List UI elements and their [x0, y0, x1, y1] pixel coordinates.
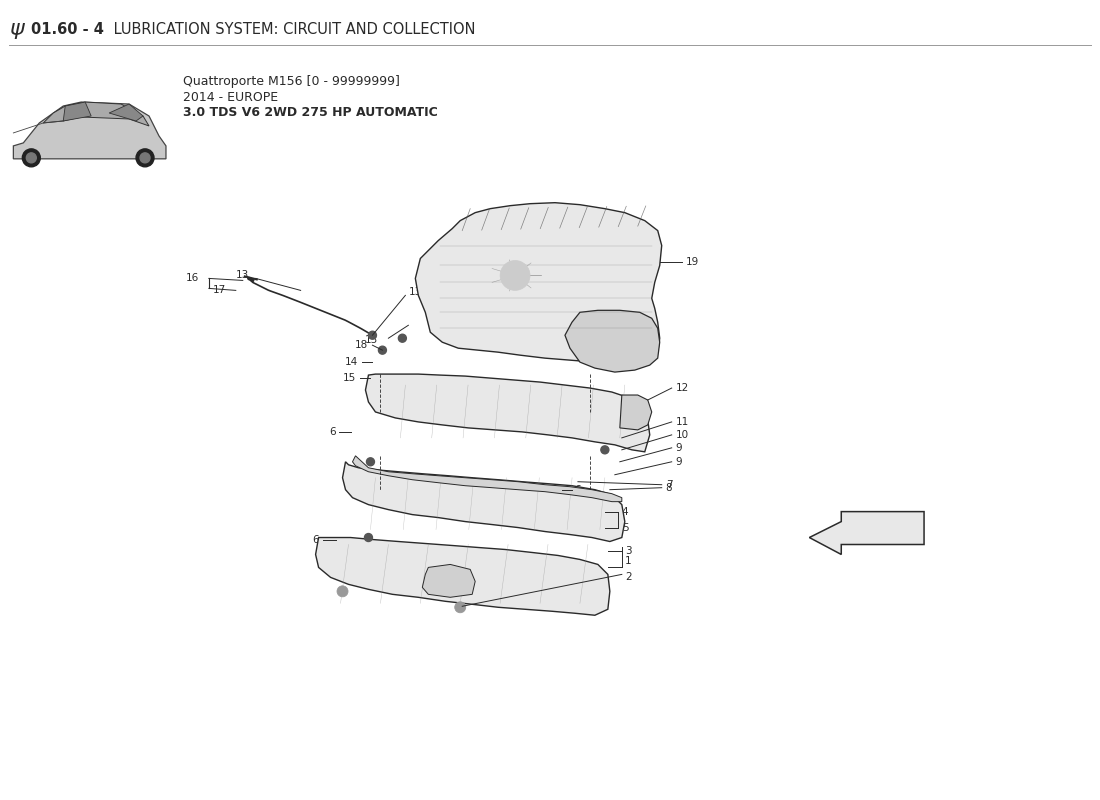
Polygon shape [422, 565, 475, 598]
Circle shape [26, 153, 36, 163]
Text: 14: 14 [345, 357, 359, 367]
Text: 10: 10 [675, 430, 689, 440]
Text: 6: 6 [329, 427, 336, 437]
Text: 12: 12 [675, 383, 689, 393]
Text: 4: 4 [621, 506, 628, 517]
Polygon shape [63, 102, 91, 121]
Text: 13: 13 [408, 287, 421, 298]
Circle shape [366, 458, 374, 466]
Text: 3: 3 [625, 546, 631, 557]
Text: 16: 16 [186, 274, 199, 283]
Circle shape [368, 331, 376, 339]
Text: 1: 1 [625, 557, 631, 566]
Text: 15: 15 [343, 373, 356, 383]
Text: 7: 7 [666, 480, 672, 490]
Text: 01.60 - 4: 01.60 - 4 [31, 22, 104, 37]
Circle shape [500, 261, 530, 290]
Text: 5: 5 [621, 522, 628, 533]
Text: 2: 2 [625, 572, 631, 582]
Circle shape [398, 334, 406, 342]
Text: 19: 19 [685, 258, 698, 267]
Polygon shape [13, 102, 166, 159]
Circle shape [601, 446, 609, 454]
Text: 9: 9 [675, 457, 682, 466]
Polygon shape [565, 310, 660, 372]
Polygon shape [109, 104, 143, 121]
Text: LUBRICATION SYSTEM: CIRCUIT AND COLLECTION: LUBRICATION SYSTEM: CIRCUIT AND COLLECTI… [109, 22, 475, 37]
Polygon shape [352, 456, 622, 502]
Text: 11: 11 [675, 417, 689, 427]
Polygon shape [316, 538, 609, 615]
Circle shape [22, 149, 41, 167]
Text: Quattroporte M156 [0 - 99999999]: Quattroporte M156 [0 - 99999999] [183, 74, 399, 88]
Text: 13: 13 [365, 335, 378, 346]
Polygon shape [810, 512, 924, 554]
Text: 3.0 TDS V6 2WD 275 HP AUTOMATIC: 3.0 TDS V6 2WD 275 HP AUTOMATIC [183, 106, 438, 119]
Polygon shape [342, 462, 625, 542]
Text: 8: 8 [666, 482, 672, 493]
Text: 13: 13 [235, 270, 249, 281]
Polygon shape [619, 395, 651, 430]
Circle shape [364, 534, 373, 542]
Circle shape [378, 346, 386, 354]
Text: 17: 17 [213, 286, 227, 295]
Circle shape [136, 149, 154, 167]
Polygon shape [365, 374, 650, 452]
Circle shape [140, 153, 150, 163]
Circle shape [337, 586, 348, 597]
Text: ψ: ψ [9, 19, 23, 39]
Circle shape [454, 602, 465, 613]
Polygon shape [416, 202, 662, 365]
Text: 2014 - EUROPE: 2014 - EUROPE [183, 90, 278, 103]
Text: 18: 18 [355, 340, 368, 350]
Text: 6: 6 [312, 534, 319, 545]
Text: 9: 9 [675, 443, 682, 453]
Polygon shape [43, 102, 148, 126]
Text: 6: 6 [574, 485, 581, 494]
